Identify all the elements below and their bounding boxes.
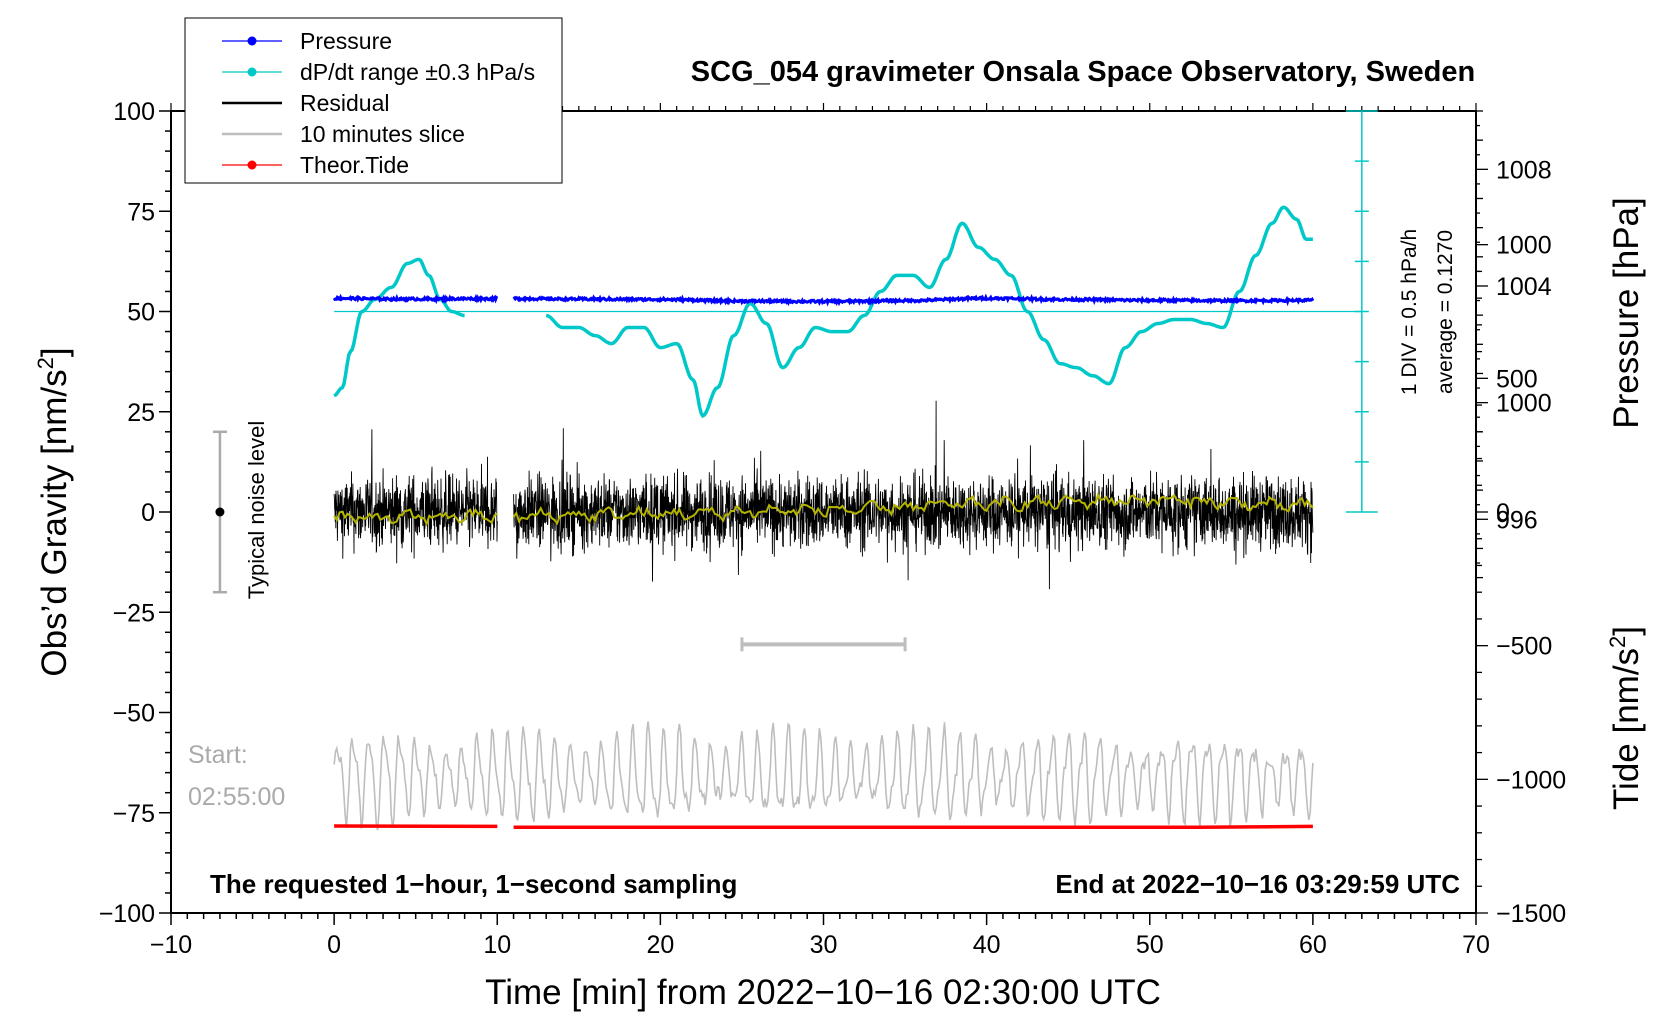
x-axis-label: Time [min] from 2022−10−16 02:30:00 UTC: [485, 973, 1161, 1012]
legend-label: dP/dt range ±0.3 hPa/s: [300, 59, 535, 85]
legend-label: Residual: [300, 90, 390, 116]
y-axis-label-left-sup: 2: [33, 357, 58, 369]
tide-tick-label: −1500: [1496, 900, 1566, 928]
start-label: Start:: [188, 741, 248, 769]
x-tick-label: 30: [810, 931, 838, 959]
dpdt-line: [333, 257, 465, 398]
y-axis-ticks: −100 −75 −50 −25 0 25 50 75 100: [99, 98, 171, 928]
y-axis-label-tide-tail: ]: [1607, 626, 1646, 636]
pressure-tick-label: 996: [1496, 506, 1538, 534]
x-tick-label: 20: [646, 931, 674, 959]
y-tick-label: 0: [141, 499, 155, 527]
legend-label: Theor.Tide: [300, 152, 409, 178]
noise-bar-dot: [215, 507, 225, 517]
x-tick-label: −10: [150, 931, 192, 959]
tide-tick-label: −1000: [1496, 766, 1566, 794]
pressure-tick-label: 1000: [1496, 390, 1552, 418]
legend-label: Pressure: [300, 28, 392, 54]
footer-left-label: The requested 1−hour, 1−second sampling: [210, 869, 737, 899]
residual-line: [333, 429, 498, 564]
legend-marker: [247, 36, 257, 46]
x-tick-label: 40: [973, 931, 1001, 959]
pressure-tick-label: 1008: [1496, 156, 1552, 184]
y-tick-label: 25: [127, 399, 155, 427]
noise-level-label: Typical noise level: [244, 421, 269, 600]
y-axis-label-left-tail: ]: [35, 347, 74, 357]
residual-mean-line: [512, 492, 1314, 526]
dpdt-div-label: 1 DIV = 0.5 hPa/h: [1398, 229, 1421, 395]
dpdt-line: [545, 205, 1313, 419]
y-tick-label: −50: [113, 700, 155, 728]
pressure-line: [332, 293, 499, 305]
y-tick-label: −25: [113, 599, 155, 627]
data-series: [332, 205, 1362, 831]
y-tick-label: 100: [113, 98, 155, 126]
tide-line: [513, 824, 1313, 829]
pressure-line: [512, 293, 1315, 307]
legend-box: [184, 17, 563, 184]
legend: Pressure dP/dt range ±0.3 hPa/s Residual 10…: [184, 17, 563, 184]
pressure-tick-label: 1004: [1496, 273, 1552, 301]
residual-mean-line: [333, 507, 498, 527]
x-tick-label: 70: [1462, 931, 1490, 959]
legend-marker: [247, 160, 257, 170]
y-axis-label-tide-text: Tide [nm/s: [1607, 648, 1646, 810]
x-tick-label: 60: [1299, 931, 1327, 959]
tide-tick-label: 0: [1496, 499, 1510, 527]
y-tick-label: −100: [99, 900, 155, 928]
annotations-layer: [212, 110, 1378, 652]
y-axis-label-pressure: Pressure [hPa]: [1607, 197, 1646, 429]
y-axis-label-left: Obs’d Gravity [nm/s2]: [33, 347, 74, 676]
legend-label: 10 minutes slice: [300, 121, 465, 147]
x-tick-label: 10: [483, 931, 511, 959]
tide-tick-label: 1000: [1496, 232, 1552, 260]
footer-right-label: End at 2022−10−16 03:29:59 UTC: [1055, 869, 1460, 899]
average-label: average = 0.1270: [1434, 230, 1457, 394]
x-tick-label: 0: [327, 931, 341, 959]
y-tick-label: −75: [113, 800, 155, 828]
residual-line: [513, 400, 1314, 590]
legend-marker: [247, 67, 257, 77]
y-axis-label-tide-sup: 2: [1605, 636, 1630, 648]
y-axis-label-left-text: Obs’d Gravity [nm/s: [35, 369, 74, 676]
y-tick-label: 50: [127, 299, 155, 327]
slice-line: [333, 721, 1314, 831]
chart-title: SCG_054 gravimeter Onsala Space Observat…: [691, 56, 1475, 88]
y-tick-label: 75: [127, 198, 155, 226]
tide-tick-label: −500: [1496, 633, 1552, 661]
y-axis-label-tide: Tide [nm/s2]: [1605, 626, 1646, 810]
start-time: 02:55:00: [188, 783, 285, 811]
x-tick-label: 50: [1136, 931, 1164, 959]
tide-tick-label: 500: [1496, 365, 1538, 393]
